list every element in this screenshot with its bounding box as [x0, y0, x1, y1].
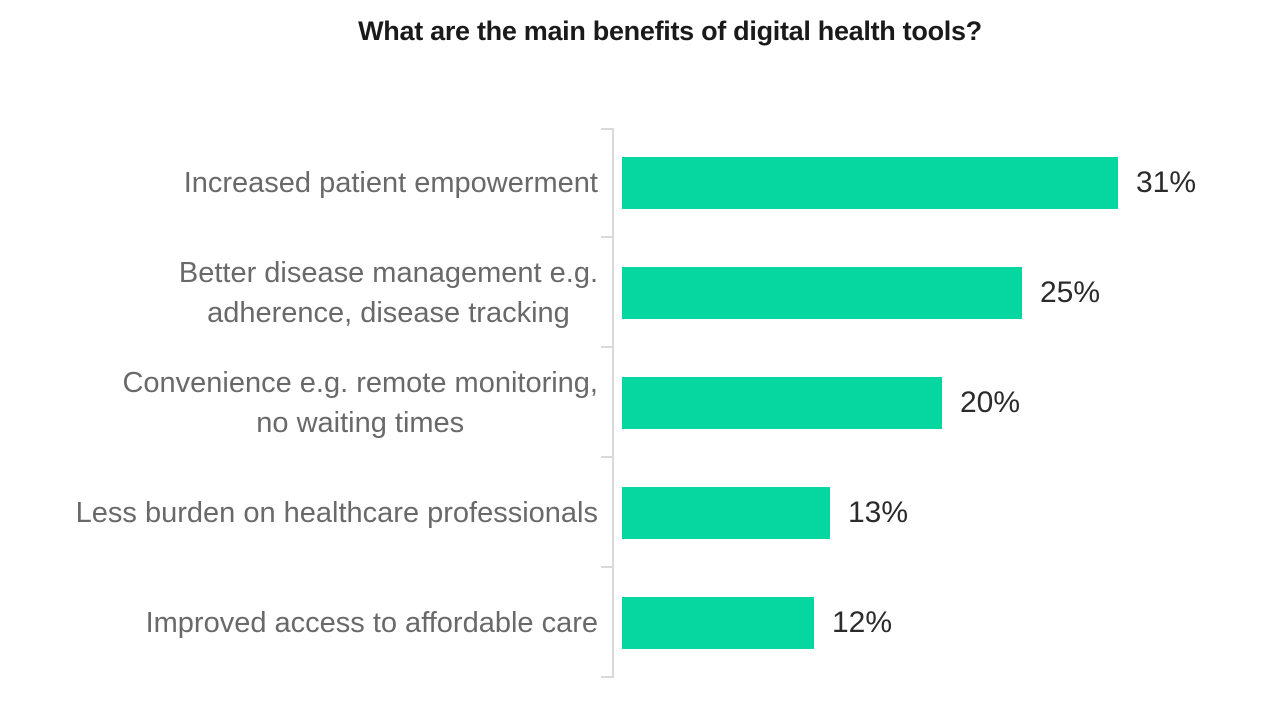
bar-row: Convenience e.g. remote monitoring, no wa… [0, 348, 1280, 458]
bar-cell: 13% [622, 458, 1280, 568]
category-label-line: Better disease management e.g. [178, 257, 598, 289]
bar-row: Improved access to affordable care 12% [0, 568, 1280, 678]
category-label-line: Improved access to affordable care [145, 607, 598, 639]
axis-tick [601, 676, 612, 678]
category-label: Less burden on healthcare professionals [0, 458, 612, 568]
category-label-line: Increased patient empowerment [183, 167, 598, 199]
axis-tick [601, 346, 612, 348]
category-label-text: Increased patient empowerment [184, 163, 598, 203]
category-axis-line [612, 128, 614, 678]
value-label: 31% [1136, 166, 1197, 199]
category-label-text: Convenience e.g. remote monitoring, no wa… [122, 363, 598, 443]
value-label: 20% [960, 386, 1021, 419]
bar-cell: 25% [622, 238, 1280, 348]
axis-tick [601, 128, 612, 130]
axis-tick [601, 236, 612, 238]
axis-tick [601, 566, 612, 568]
bar [622, 157, 1118, 209]
bar [622, 487, 830, 539]
chart-title: What are the main benefits of digital he… [358, 16, 982, 46]
value-label: 25% [1040, 276, 1101, 309]
axis-tick [601, 456, 612, 458]
category-label: Convenience e.g. remote monitoring, no wa… [0, 348, 612, 458]
bar-cell: 20% [622, 348, 1280, 458]
bar-rows: Increased patient empowerment 31% Better… [0, 128, 1280, 678]
value-label: 13% [848, 496, 909, 529]
category-label: Increased patient empowerment [0, 128, 612, 238]
bar [622, 597, 814, 649]
category-label-line: adherence, disease tracking [207, 297, 570, 329]
plot-area: Increased patient empowerment 31% Better… [0, 128, 1280, 678]
category-label-line: Convenience e.g. remote monitoring, [122, 367, 598, 399]
value-label: 12% [832, 606, 893, 639]
category-label: Improved access to affordable care [0, 568, 612, 678]
bar-cell: 12% [622, 568, 1280, 678]
category-label-text: Improved access to affordable care [146, 603, 598, 643]
category-label-line: no waiting times [256, 407, 465, 439]
category-label-line: Less burden on healthcare professionals [75, 497, 598, 529]
bar [622, 267, 1022, 319]
bar-cell: 31% [622, 128, 1280, 238]
bar-row: Better disease management e.g. adherence,… [0, 238, 1280, 348]
category-label-text: Better disease management e.g. adherence,… [179, 253, 598, 333]
bar-row: Less burden on healthcare professionals … [0, 458, 1280, 568]
bar-row: Increased patient empowerment 31% [0, 128, 1280, 238]
category-label-text: Less burden on healthcare professionals [76, 493, 598, 533]
bar [622, 377, 942, 429]
category-label: Better disease management e.g. adherence,… [0, 238, 612, 348]
